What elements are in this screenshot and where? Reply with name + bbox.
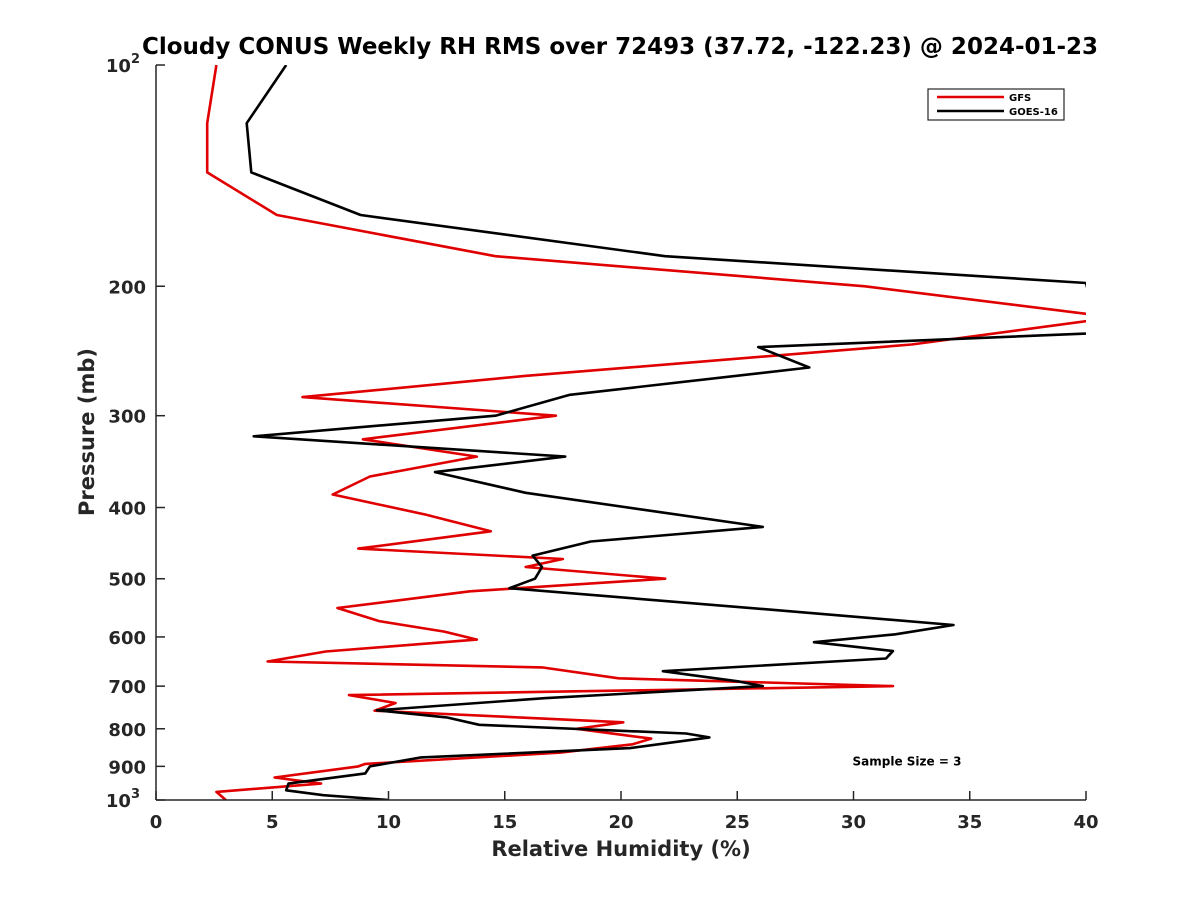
y-tick-label: 800 [108, 720, 146, 741]
y-tick-label: 300 [108, 407, 146, 428]
chart-title: Cloudy CONUS Weekly RH RMS over 72493 (3… [142, 34, 1098, 60]
x-axis-label: Relative Humidity (%) [491, 837, 750, 861]
x-axis-ticks: 0 5 10 15 20 25 30 35 40 [150, 791, 1099, 833]
legend-label-goes16: GOES-16 [1009, 107, 1058, 118]
y-tick-label: 900 [108, 757, 146, 778]
y-tick-label: 400 [108, 499, 146, 520]
legend-label-gfs: GFS [1009, 93, 1031, 104]
series-line-gfs [205, 65, 1086, 800]
y-axis-label: Pressure (mb) [75, 348, 99, 516]
series-line-goes16 [245, 65, 1086, 800]
x-tick-label: 5 [266, 812, 279, 833]
x-tick-label: 15 [492, 812, 517, 833]
y-tick-label: 103 [106, 787, 140, 812]
y-tick-label: 700 [108, 677, 146, 698]
sample-size-annotation: Sample Size = 3 [853, 755, 962, 769]
x-tick-label: 20 [608, 812, 633, 833]
x-tick-label: 40 [1073, 812, 1098, 833]
series-layer [205, 65, 1086, 800]
y-tick-label: 102 [106, 52, 140, 77]
x-tick-label: 10 [376, 812, 401, 833]
x-tick-label: 25 [725, 812, 750, 833]
legend: GFS GOES-16 [927, 88, 1065, 121]
y-tick-label: 600 [108, 628, 146, 649]
annotations: Sample Size = 3 [853, 755, 962, 769]
y-tick-label: 200 [108, 277, 146, 298]
x-tick-label: 30 [841, 812, 866, 833]
legend-box [927, 88, 1065, 121]
x-tick-label: 35 [957, 812, 982, 833]
y-tick-label: 500 [108, 570, 146, 591]
x-tick-label: 0 [150, 812, 163, 833]
y-axis-ticks: 102 200 300 400 500 600 700 800 900 103 [106, 52, 165, 812]
